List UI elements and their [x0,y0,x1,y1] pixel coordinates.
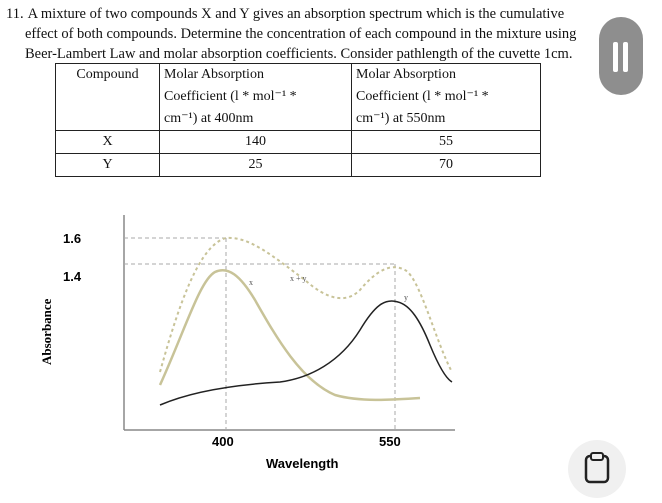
table-row: X 140 55 [55,130,541,154]
x-axis-label: Wavelength [266,456,339,471]
label-x-plus-y: x + y [290,274,307,283]
curve-x [158,269,421,402]
label-x: x [249,278,253,287]
question-line-3: Beer-Lambert Law and molar absorption co… [25,46,573,62]
table-row: Y 25 70 [55,153,541,177]
label-y: y [404,293,408,302]
y-tick-1-6: 1.6 [63,231,81,246]
curve-x-plus-y [159,236,453,373]
y-axis-label: Absorbance [39,298,54,365]
pause-icon[interactable] [599,17,643,95]
clipboard-icon[interactable] [568,440,626,498]
y-tick-1-4: 1.4 [63,269,82,284]
x-tick-400: 400 [212,434,234,449]
header-compound: Compound [55,63,160,131]
question-line-1: 11. A mixture of two compounds X and Y gi… [6,6,565,22]
question-line-2: effect of both compounds. Determine the … [25,26,577,42]
question-text: 11. A mixture of two compounds X and Y gi… [6,4,606,64]
curve-y [159,300,453,406]
x-tick-550: 550 [379,434,401,449]
coefficient-table: Compound Molar Absorption Coefficient (l… [55,63,541,177]
